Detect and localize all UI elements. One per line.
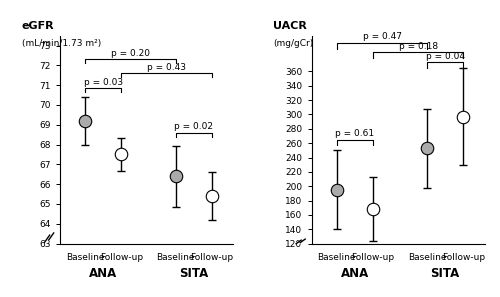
- Text: eGFR: eGFR: [22, 21, 54, 31]
- Text: p = 0.02: p = 0.02: [174, 122, 213, 131]
- Text: Follow-up: Follow-up: [190, 253, 234, 262]
- Text: (mL/min/1.73 m²): (mL/min/1.73 m²): [22, 39, 101, 48]
- Text: ANA: ANA: [341, 267, 369, 280]
- Text: Baseline: Baseline: [66, 253, 104, 262]
- Text: p = 0.20: p = 0.20: [111, 49, 150, 58]
- Text: Follow-up: Follow-up: [352, 253, 395, 262]
- Text: p = 0.61: p = 0.61: [336, 129, 374, 138]
- Text: SITA: SITA: [430, 267, 460, 280]
- Text: p = 0.18: p = 0.18: [398, 42, 438, 51]
- Text: p = 0.04: p = 0.04: [426, 52, 465, 61]
- Text: Baseline: Baseline: [318, 253, 356, 262]
- Text: Follow-up: Follow-up: [100, 253, 143, 262]
- Text: UACR: UACR: [274, 21, 307, 31]
- Text: Baseline: Baseline: [408, 253, 447, 262]
- Text: ANA: ANA: [89, 267, 118, 280]
- Text: p = 0.03: p = 0.03: [84, 78, 123, 87]
- Text: Baseline: Baseline: [156, 253, 195, 262]
- Text: p = 0.43: p = 0.43: [147, 63, 186, 72]
- Text: (mg/gCr): (mg/gCr): [274, 39, 314, 48]
- Text: SITA: SITA: [179, 267, 208, 280]
- Text: p = 0.47: p = 0.47: [362, 32, 402, 41]
- Text: Follow-up: Follow-up: [442, 253, 485, 262]
